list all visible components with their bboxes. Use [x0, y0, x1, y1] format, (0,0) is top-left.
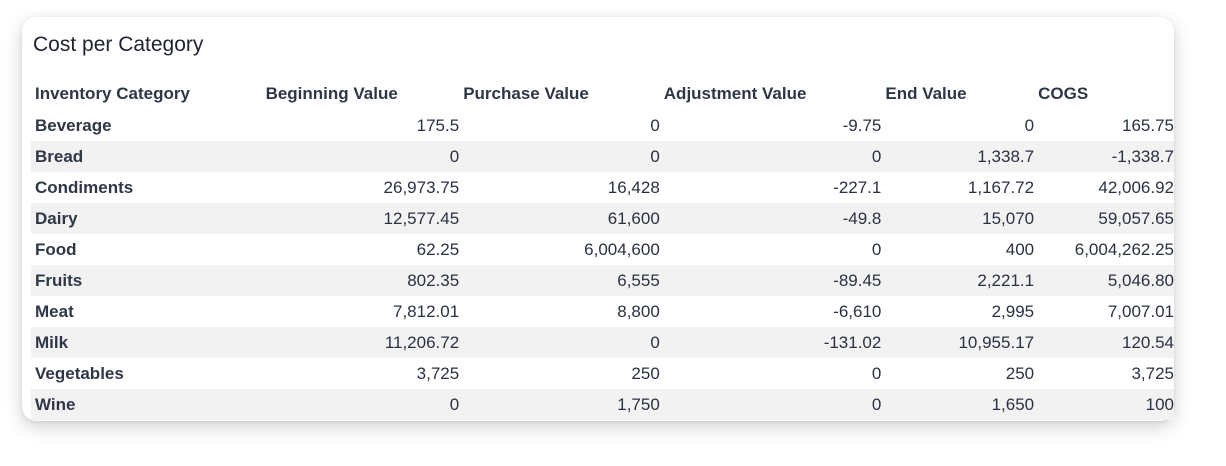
table-header-row: Inventory Category Beginning Value Purch…	[31, 78, 1174, 110]
category-cell: Food	[35, 239, 77, 259]
category-cell: Dairy	[31, 203, 262, 234]
category-cell: Wine	[31, 389, 262, 420]
cogs-cell: 59,057.65	[1034, 203, 1174, 234]
end-value-cell: 0	[1024, 115, 1035, 135]
purchase-value-cell: 250	[631, 363, 660, 383]
adjustment-value-cell: -9.75	[842, 115, 882, 135]
purchase-value-cell: 6,555	[459, 265, 660, 296]
cogs-cell: 42,006.92	[1098, 177, 1174, 197]
end-value-cell: 15,070	[881, 203, 1035, 234]
table-row: Milk 11,206.72 0 -131.02 10,955.17 120.5…	[31, 327, 1174, 358]
adjustment-value-cell: -227.1	[833, 177, 882, 197]
card-title: Cost per Category	[33, 33, 204, 56]
beginning-value-cell: 12,577.45	[261, 203, 460, 234]
cogs-cell: -1,338.7	[1034, 141, 1174, 172]
purchase-value-cell: 0	[459, 327, 660, 358]
end-value-cell: 2,995	[991, 301, 1035, 321]
table-row: Beverage 175.5 0 -9.75 0 165.75	[31, 110, 1174, 141]
category-cell: Bread	[31, 141, 262, 172]
beginning-value-cell: 0	[261, 141, 460, 172]
end-value-cell: 1,167.72	[967, 177, 1035, 197]
category-cell: Fruits	[31, 265, 262, 296]
end-value-cell: 10,955.17	[881, 327, 1035, 358]
end-value-cell: 1,338.7	[881, 141, 1035, 172]
cogs-cell: 100	[1034, 389, 1174, 420]
cogs-cell: 5,046.80	[1034, 265, 1174, 296]
end-value-cell: 1,650	[881, 389, 1035, 420]
category-cell: Condiments	[35, 177, 134, 197]
table-row: Food 62.25 6,004,600 0 400 6,004,262.25	[31, 234, 1174, 265]
table-row: Vegetables 3,725 250 0 250 3,725	[31, 358, 1174, 389]
purchase-value-cell: 0	[650, 115, 660, 135]
beginning-value-cell: 11,206.72	[261, 327, 460, 358]
column-header-purchase-value[interactable]: Purchase Value	[463, 84, 589, 103]
cogs-cell: 6,004,262.25	[1074, 239, 1174, 259]
column-header-inventory-category[interactable]: Inventory Category	[35, 84, 190, 103]
category-cell: Milk	[31, 327, 262, 358]
beginning-value-cell: 26,973.75	[383, 177, 460, 197]
table-row: Condiments 26,973.75 16,428 -227.1 1,167…	[31, 172, 1174, 203]
category-cell: Meat	[35, 301, 74, 321]
cogs-cell: 165.75	[1122, 115, 1174, 135]
cogs-cell: 3,725	[1131, 363, 1174, 383]
table-row: Fruits 802.35 6,555 -89.45 2,221.1 5,046…	[31, 265, 1174, 296]
adjustment-value-cell: 0	[871, 239, 882, 259]
end-value-cell: 400	[1005, 239, 1035, 259]
cogs-cell: 7,007.01	[1107, 301, 1174, 321]
cost-per-category-card: Cost per Category Inventory Category Beg…	[22, 17, 1174, 421]
purchase-value-cell: 8,800	[617, 301, 660, 321]
adjustment-value-cell: -131.02	[659, 327, 882, 358]
end-value-cell: 2,221.1	[881, 265, 1035, 296]
purchase-value-cell: 16,428	[607, 177, 660, 197]
beginning-value-cell: 802.35	[261, 265, 460, 296]
beginning-value-cell: 175.5	[416, 115, 460, 135]
adjustment-value-cell: -89.45	[659, 265, 882, 296]
cogs-cell: 120.54	[1034, 327, 1174, 358]
beginning-value-cell: 62.25	[416, 239, 460, 259]
end-value-cell: 250	[1005, 363, 1035, 383]
cost-table: Inventory Category Beginning Value Purch…	[31, 78, 1174, 420]
adjustment-value-cell: 0	[659, 389, 882, 420]
column-header-beginning-value[interactable]: Beginning Value	[265, 84, 398, 103]
adjustment-value-cell: 0	[871, 363, 882, 383]
adjustment-value-cell: -6,610	[833, 301, 882, 321]
adjustment-value-cell: -49.8	[659, 203, 882, 234]
column-header-end-value[interactable]: End Value	[885, 84, 967, 103]
column-header-adjustment-value[interactable]: Adjustment Value	[663, 84, 807, 103]
table-row: Meat 7,812.01 8,800 -6,610 2,995 7,007.0…	[31, 296, 1174, 327]
table-row: Wine 0 1,750 0 1,650 100	[31, 389, 1174, 420]
category-cell: Vegetables	[35, 363, 124, 383]
purchase-value-cell: 6,004,600	[584, 239, 660, 259]
category-cell: Beverage	[35, 115, 112, 135]
adjustment-value-cell: 0	[659, 141, 882, 172]
beginning-value-cell: 7,812.01	[393, 301, 460, 321]
beginning-value-cell: 3,725	[416, 363, 460, 383]
table-row: Bread 0 0 0 1,338.7 -1,338.7	[31, 141, 1174, 172]
beginning-value-cell: 0	[261, 389, 460, 420]
purchase-value-cell: 0	[459, 141, 660, 172]
column-header-cogs[interactable]: COGS	[1038, 84, 1089, 103]
purchase-value-cell: 1,750	[459, 389, 660, 420]
purchase-value-cell: 61,600	[459, 203, 660, 234]
table-row: Dairy 12,577.45 61,600 -49.8 15,070 59,0…	[31, 203, 1174, 234]
